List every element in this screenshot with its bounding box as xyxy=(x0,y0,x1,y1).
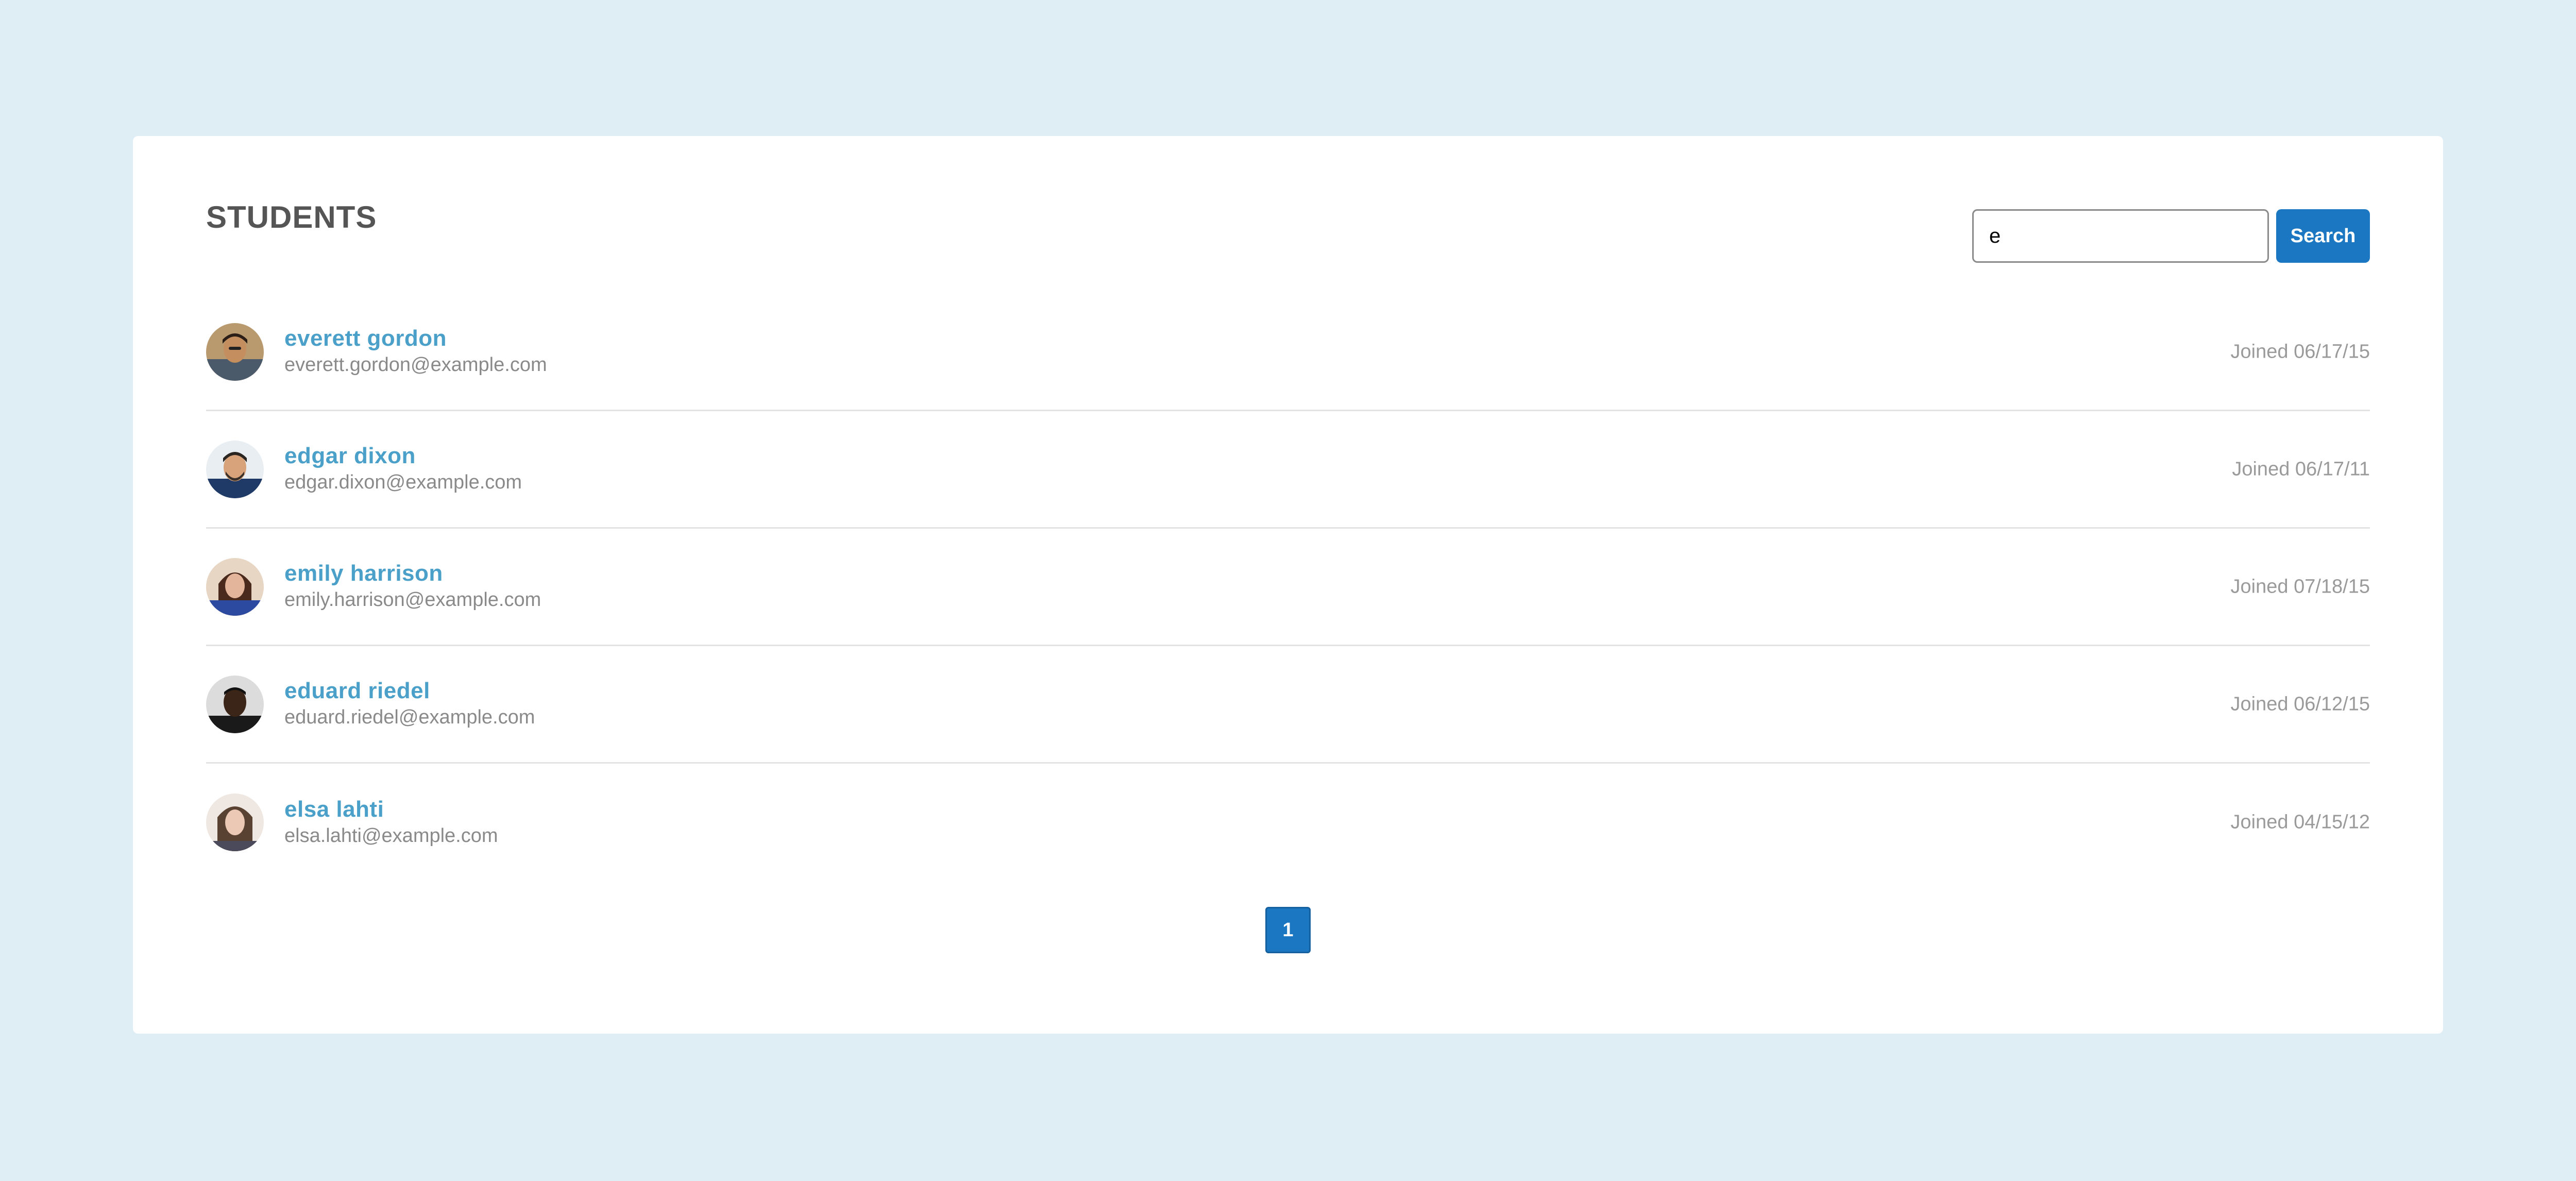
student-info: elsa lahti elsa.lahti@example.com xyxy=(284,797,498,848)
student-info: everett gordon everett.gordon@example.co… xyxy=(284,326,547,377)
student-info: eduard riedel eduard.riedel@example.com xyxy=(284,678,535,730)
student-joined-date: Joined 06/17/15 xyxy=(2230,341,2370,362)
students-card: STUDENTS Search everett gordon everett.g… xyxy=(133,136,2443,1034)
student-joined-date: Joined 07/18/15 xyxy=(2230,576,2370,597)
table-row: eduard riedel eduard.riedel@example.com … xyxy=(206,646,2370,764)
person-avatar-icon xyxy=(206,440,264,498)
person-avatar-icon xyxy=(206,323,264,381)
avatar xyxy=(206,440,264,498)
search-input[interactable] xyxy=(1972,209,2269,263)
student-name-link[interactable]: elsa lahti xyxy=(284,796,384,822)
table-row: edgar dixon edgar.dixon@example.com Join… xyxy=(206,411,2370,529)
pagination: 1 xyxy=(133,907,2443,953)
student-joined-date: Joined 06/12/15 xyxy=(2230,693,2370,715)
page-button-1[interactable]: 1 xyxy=(1265,907,1311,953)
student-email: edgar.dixon@example.com xyxy=(284,471,522,494)
student-joined-date: Joined 04/15/12 xyxy=(2230,811,2370,833)
table-row: emily harrison emily.harrison@example.co… xyxy=(206,529,2370,646)
student-name-link[interactable]: everett gordon xyxy=(284,326,447,351)
student-list: everett gordon everett.gordon@example.co… xyxy=(206,294,2370,881)
student-info: edgar dixon edgar.dixon@example.com xyxy=(284,443,522,495)
student-info: emily harrison emily.harrison@example.co… xyxy=(284,561,541,612)
student-email: everett.gordon@example.com xyxy=(284,354,547,376)
avatar xyxy=(206,558,264,616)
student-email: emily.harrison@example.com xyxy=(284,589,541,611)
table-row: elsa lahti elsa.lahti@example.com Joined… xyxy=(206,764,2370,881)
student-email: elsa.lahti@example.com xyxy=(284,824,498,847)
student-name-link[interactable]: edgar dixon xyxy=(284,443,416,469)
person-avatar-icon xyxy=(206,794,264,851)
search-form: Search xyxy=(1972,209,2370,263)
student-name-link[interactable]: eduard riedel xyxy=(284,678,430,704)
avatar xyxy=(206,675,264,733)
table-row: everett gordon everett.gordon@example.co… xyxy=(206,294,2370,411)
person-avatar-icon xyxy=(206,675,264,733)
person-avatar-icon xyxy=(206,558,264,616)
student-name-link[interactable]: emily harrison xyxy=(284,561,443,586)
search-button[interactable]: Search xyxy=(2276,209,2370,263)
avatar xyxy=(206,323,264,381)
student-email: eduard.riedel@example.com xyxy=(284,706,535,729)
page-title: STUDENTS xyxy=(206,200,377,234)
avatar xyxy=(206,794,264,851)
student-joined-date: Joined 06/17/11 xyxy=(2232,458,2370,480)
